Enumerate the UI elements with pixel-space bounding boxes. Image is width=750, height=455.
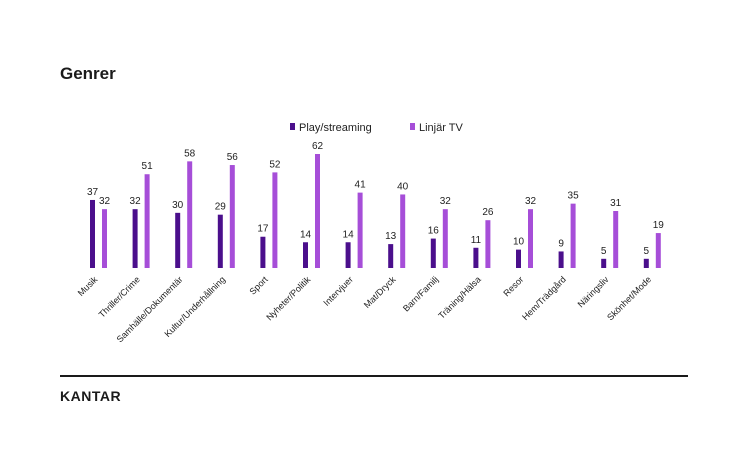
bar-linjar-tv-resor	[528, 209, 533, 268]
bar-play-streaming-resor	[516, 249, 521, 268]
data-label-linjar-tv-hem-tradgard: 35	[568, 191, 580, 202]
data-label-play-streaming-skonhet-mode: 5	[644, 246, 650, 257]
bar-play-streaming-kultur-underhallning	[217, 214, 223, 268]
data-label-linjar-tv-sport: 52	[269, 159, 281, 170]
data-label-play-streaming-nyheter-politik: 14	[300, 229, 312, 240]
bar-linjar-tv-barn-familj	[442, 209, 448, 268]
data-label-linjar-tv-kultur-underhallning: 56	[227, 152, 239, 163]
category-label-intervjuer: Intervjuer	[321, 274, 355, 308]
data-label-play-streaming-hem-tradgard: 9	[558, 238, 564, 249]
bar-play-streaming-hem-tradgard	[558, 251, 564, 268]
bar-linjar-tv-mat-dryck	[400, 194, 406, 268]
kantar-logo: KANTAR	[60, 388, 122, 404]
category-label-naringsliv: Näringsliv	[576, 274, 611, 309]
data-label-linjar-tv-skonhet-mode: 19	[653, 220, 665, 231]
bar-linjar-tv-skonhet-mode	[655, 233, 661, 268]
bar-play-streaming-skonhet-mode	[643, 258, 649, 268]
data-label-linjar-tv-mat-dryck: 40	[397, 181, 409, 192]
data-label-linjar-tv-intervjuer: 41	[355, 180, 367, 191]
bar-play-streaming-nyheter-politik	[303, 242, 308, 268]
data-label-play-streaming-barn-familj: 16	[428, 226, 440, 237]
data-label-linjar-tv-musik: 32	[99, 196, 111, 207]
data-label-play-streaming-musik: 37	[87, 187, 99, 198]
legend-label-linjar-tv: Linjär TV	[419, 122, 463, 134]
data-label-play-streaming-kultur-underhallning: 29	[215, 202, 227, 213]
bar-play-streaming-musik	[90, 199, 95, 268]
category-label-mat-dryck: Mat/Dryck	[362, 274, 398, 310]
bar-linjar-tv-sport	[272, 172, 278, 268]
bar-play-streaming-barn-familj	[430, 238, 436, 268]
data-label-linjar-tv-barn-familj: 32	[440, 196, 452, 207]
bar-linjar-tv-traning-halsa	[485, 220, 491, 268]
category-label-skonhet-mode: Skönhet/Mode	[605, 274, 653, 322]
bar-linjar-tv-naringsliv	[613, 211, 619, 268]
category-label-barn-familj: Barn/Familj	[401, 274, 440, 313]
bar-linjar-tv-nyheter-politik	[315, 154, 320, 268]
bars	[90, 154, 661, 268]
bar-linjar-tv-hem-tradgard	[570, 203, 576, 268]
data-label-play-streaming-intervjuer: 14	[343, 229, 355, 240]
bar-linjar-tv-samhalle-dokumentar	[187, 161, 193, 268]
data-label-play-streaming-thriller-crime: 32	[130, 196, 142, 207]
data-label-play-streaming-traning-halsa: 11	[471, 235, 482, 246]
data-label-linjar-tv-traning-halsa: 26	[482, 207, 494, 218]
bar-play-streaming-traning-halsa	[473, 247, 479, 268]
data-label-linjar-tv-naringsliv: 31	[610, 198, 622, 209]
bar-play-streaming-samhalle-dokumentar	[175, 212, 181, 268]
legend-swatch-play-streaming	[290, 123, 295, 130]
category-label-traning-halsa: Träning/Hälsa	[436, 274, 482, 320]
category-label-musik: Musik	[76, 274, 100, 298]
bar-play-streaming-sport	[260, 236, 266, 268]
legend-label-play-streaming: Play/streaming	[299, 122, 372, 134]
bar-linjar-tv-kultur-underhallning	[229, 165, 235, 268]
legend: Play/streaming Linjär TV	[290, 122, 463, 134]
data-label-play-streaming-samhalle-dokumentar: 30	[172, 200, 184, 211]
category-label-sport: Sport	[248, 274, 271, 297]
data-label-linjar-tv-thriller-crime: 51	[142, 161, 154, 172]
legend-swatch-linjar-tv	[410, 123, 415, 130]
data-label-linjar-tv-nyheter-politik: 62	[312, 141, 324, 152]
bar-play-streaming-intervjuer	[345, 242, 351, 268]
bar-linjar-tv-thriller-crime	[144, 174, 150, 268]
category-labels: MusikThriller/CrimeSamhälle/DokumentärKu…	[76, 274, 653, 344]
data-label-play-streaming-sport: 17	[257, 224, 269, 235]
footer-divider	[60, 375, 688, 377]
category-label-hem-tradgard: Hem/Trädgård	[520, 274, 568, 322]
data-label-play-streaming-naringsliv: 5	[601, 246, 607, 257]
category-label-nyheter-politik: Nyheter/Politik	[264, 274, 312, 322]
bar-linjar-tv-musik	[102, 209, 107, 268]
bar-play-streaming-thriller-crime	[132, 209, 138, 268]
data-label-play-streaming-resor: 10	[513, 237, 525, 248]
category-label-resor: Resor	[501, 274, 525, 298]
data-label-linjar-tv-resor: 32	[525, 196, 537, 207]
bar-linjar-tv-intervjuer	[357, 192, 363, 268]
data-label-play-streaming-mat-dryck: 13	[385, 231, 397, 242]
category-label-thriller-crime: Thriller/Crime	[97, 274, 142, 319]
data-label-linjar-tv-samhalle-dokumentar: 58	[184, 148, 196, 159]
bar-play-streaming-naringsliv	[601, 258, 607, 268]
chart-title: Genrer	[60, 64, 116, 83]
bar-play-streaming-mat-dryck	[388, 244, 394, 268]
